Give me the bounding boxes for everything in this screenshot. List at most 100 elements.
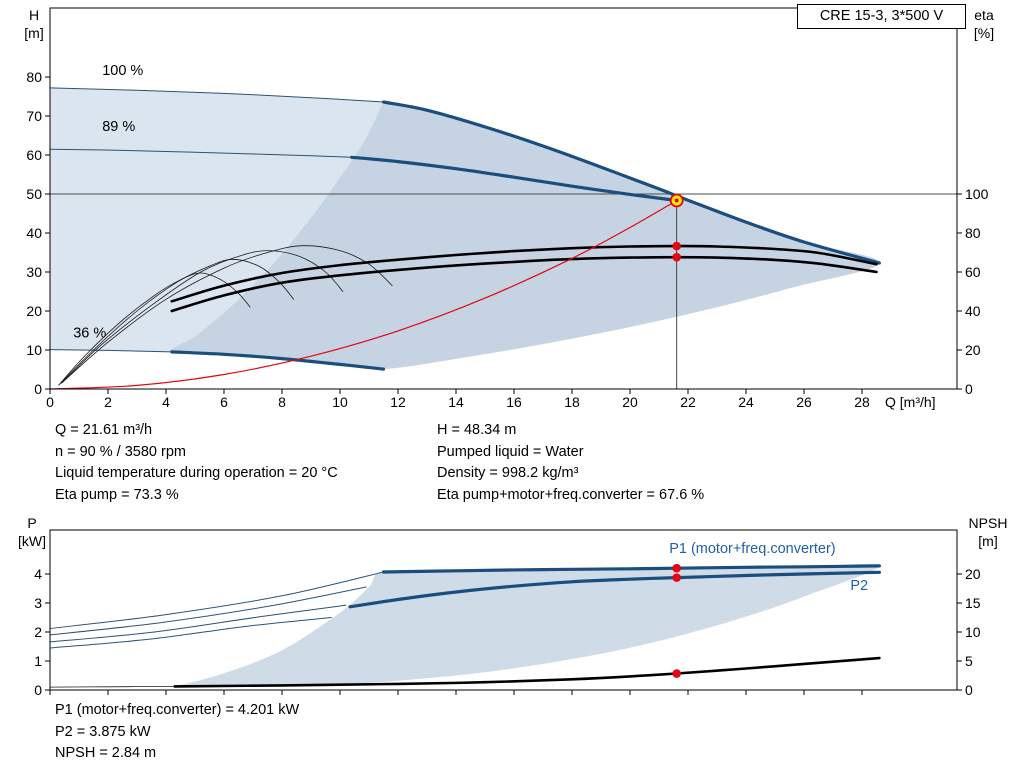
series-npsh-low-flow <box>49 686 176 688</box>
value-dot-marker <box>672 573 681 582</box>
x-tick-label: 8 <box>278 394 286 410</box>
y-right-tick-label: 0 <box>965 682 973 698</box>
y-left-tick-label: 4 <box>34 566 42 582</box>
x-tick-label: 6 <box>220 394 228 410</box>
x-tick-label: 2 <box>104 394 112 410</box>
y-left-tick-label: 60 <box>26 147 42 163</box>
plot-frame <box>49 529 958 691</box>
y-left-tick-label: 1 <box>34 653 42 669</box>
y-left-tick-label: 30 <box>26 264 42 280</box>
y-left-axis-title: P <box>27 515 36 531</box>
y-left-tick-label: 70 <box>26 108 42 124</box>
y-left-tick-label: 0 <box>34 682 42 698</box>
pump-model-text: CRE 15-3, 3*500 V <box>819 8 944 24</box>
series-speed-89-low-flow <box>49 148 353 158</box>
x-axis-title: Q [m³/h] <box>885 394 936 410</box>
x-tick-label: 26 <box>796 394 812 410</box>
y-right-axis-title: NPSH <box>969 515 1008 531</box>
series-eta-arc-3 <box>58 258 294 386</box>
y-left-tick-label: 2 <box>34 624 42 640</box>
value-dot-marker <box>672 669 681 678</box>
info-speed: n = 90 % / 3580 rpm <box>55 443 186 460</box>
y-left-tick-label: 40 <box>26 225 42 241</box>
y-left-axis-title: [kW] <box>18 533 46 549</box>
x-tick-label: 0 <box>46 394 54 410</box>
series-p-low-flow-2 <box>49 586 367 636</box>
x-tick-label: 16 <box>506 394 522 410</box>
info-p2: P2 = 3.875 kW <box>55 723 151 740</box>
plot-frame <box>49 7 958 390</box>
curve-label: P1 (motor+freq.converter) <box>669 541 835 557</box>
x-tick-label: 22 <box>680 394 696 410</box>
power-info: P1 (motor+freq.converter) = 4.201 kW P2 … <box>55 700 299 765</box>
duty-point-center <box>674 198 679 203</box>
x-tick-label: 18 <box>564 394 580 410</box>
series-eta-pump-curve <box>170 244 878 303</box>
y-right-tick-label: 5 <box>965 653 973 669</box>
series-duty-speed-curve <box>350 155 679 203</box>
value-dot-marker <box>672 241 681 251</box>
y-left-axis-title: H <box>29 7 39 23</box>
series-p-low-flow-1 <box>49 571 384 629</box>
y-right-tick-label: 15 <box>965 595 981 611</box>
region-operating-envelope-dark <box>171 102 880 370</box>
series-npsh-curve <box>173 656 881 688</box>
series-eta-total-curve <box>170 255 878 313</box>
y-left-axis-title: [m] <box>24 25 43 41</box>
y-left-tick-label: 80 <box>26 69 42 85</box>
info-npsh: NPSH = 2.84 m <box>55 745 157 761</box>
x-tick-label: 10 <box>332 394 348 410</box>
series-speed-100-curve <box>381 100 881 265</box>
series-speed-36-curve <box>170 350 386 371</box>
info-pumped-liquid: Pumped liquid = Water <box>437 443 584 460</box>
curve-label: 36 % <box>73 326 106 342</box>
value-dot-marker <box>672 563 681 573</box>
duty-info-left: Q = 21.61 m³/h n = 90 % / 3580 rpm Liqui… <box>55 420 338 506</box>
pump-model-badge: CRE 15-3, 3*500 V <box>797 4 966 29</box>
series-p1-curve <box>381 564 881 574</box>
y-left-tick-label: 3 <box>34 595 42 611</box>
y-right-tick-label: 10 <box>965 624 981 640</box>
duty-info-right: H = 48.34 m Pumped liquid = Water Densit… <box>437 420 704 506</box>
y-right-axis-title: [m] <box>978 533 997 549</box>
series-p-low-flow-4 <box>49 617 332 649</box>
y-right-tick-label: 100 <box>965 186 989 202</box>
curve-label: P2 <box>850 578 868 594</box>
y-left-tick-label: 50 <box>26 186 42 202</box>
curve-label: 89 % <box>102 119 135 135</box>
y-right-tick-label: 80 <box>965 225 981 241</box>
info-density: Density = 998.2 kg/m³ <box>437 465 579 481</box>
info-eta-total: Eta pump+motor+freq.converter = 67.6 % <box>437 486 705 503</box>
y-right-tick-label: 60 <box>965 264 981 280</box>
y-right-tick-label: 20 <box>965 566 981 582</box>
info-eta-pump: Eta pump = 73.3 % <box>55 486 179 503</box>
series-system-curve <box>49 199 678 390</box>
y-right-tick-label: 20 <box>965 342 981 358</box>
y-right-axis-title: [%] <box>974 25 994 41</box>
curve-label: 100 % <box>102 63 143 79</box>
y-right-axis-title: eta <box>974 7 994 23</box>
series-speed-100-low-flow <box>49 87 384 103</box>
info-head: H = 48.34 m <box>437 422 517 438</box>
x-tick-label: 20 <box>622 394 638 410</box>
series-eta-arc-1 <box>61 245 393 384</box>
y-left-tick-label: 20 <box>26 303 42 319</box>
y-right-tick-label: 40 <box>965 303 981 319</box>
value-dot-marker <box>672 252 681 262</box>
x-tick-label: 12 <box>390 394 406 410</box>
series-speed-36-low-flow <box>49 349 173 353</box>
x-tick-label: 14 <box>448 394 464 410</box>
x-tick-label: 24 <box>738 394 754 410</box>
info-flow: Q = 21.61 m³/h <box>55 422 153 438</box>
info-liquid-temperature: Liquid temperature during operation = 20… <box>55 465 338 481</box>
series-p-low-flow-3 <box>49 604 347 643</box>
series-eta-arc-4 <box>58 272 251 386</box>
y-right-tick-label: 0 <box>965 381 973 397</box>
x-tick-label: 4 <box>162 394 170 410</box>
x-tick-label: 28 <box>854 394 870 410</box>
info-p1: P1 (motor+freq.converter) = 4.201 kW <box>55 702 300 718</box>
region-power-envelope <box>174 563 880 687</box>
y-left-tick-label: 10 <box>26 342 42 358</box>
